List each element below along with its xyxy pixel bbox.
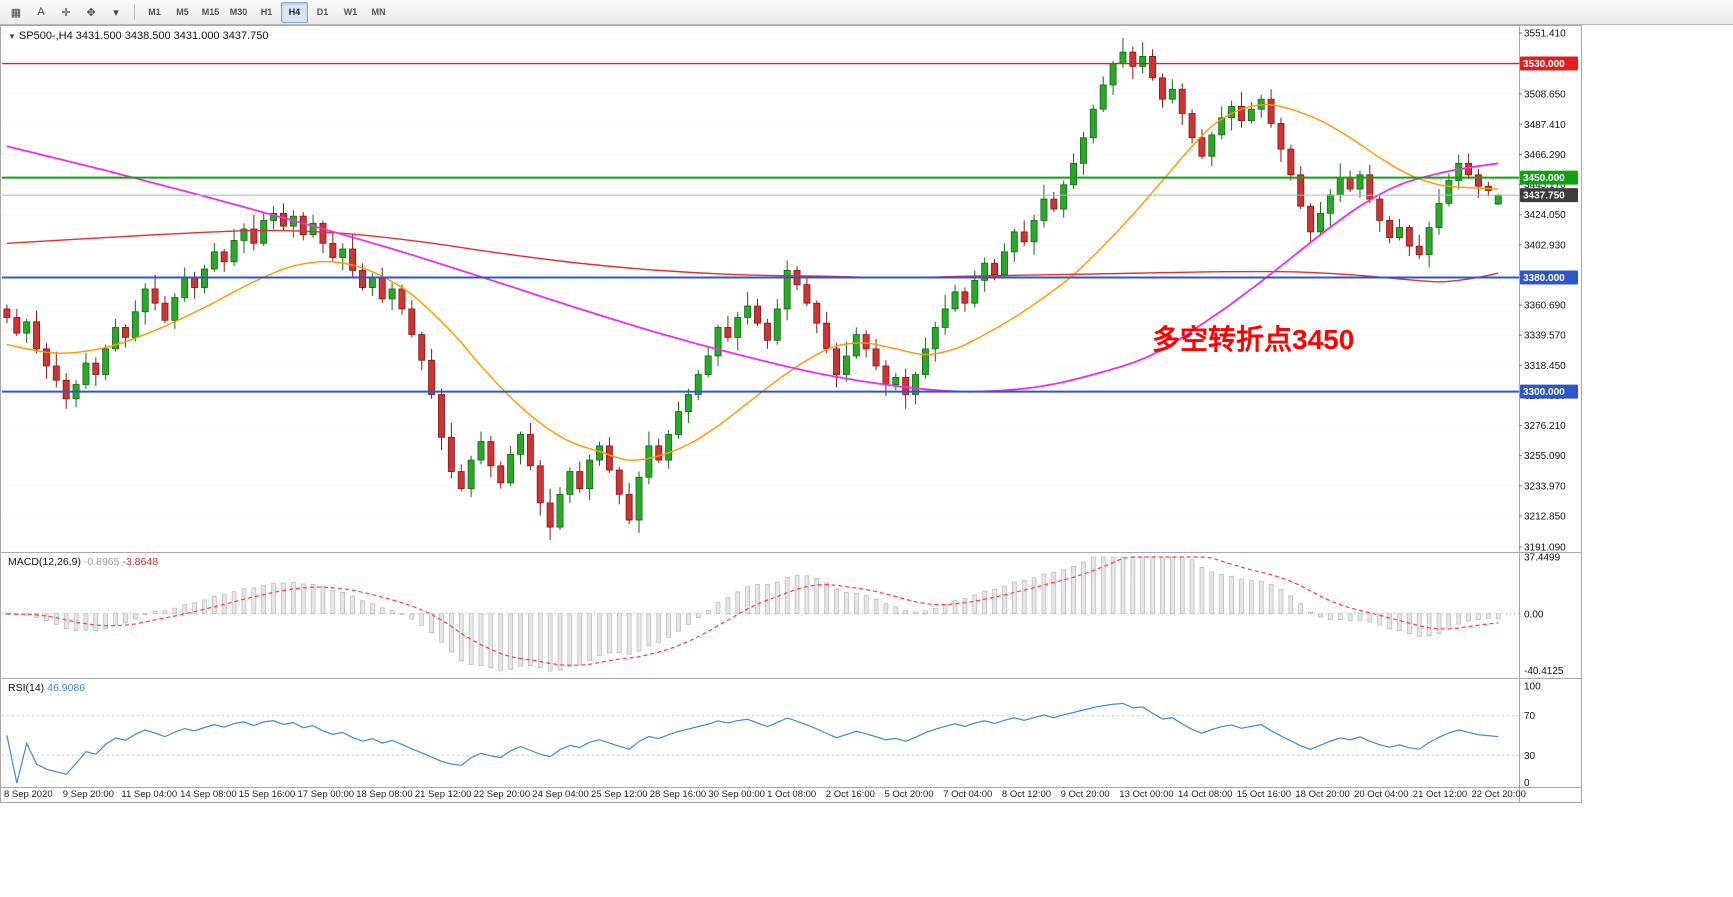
rsi-scale-label: 70 — [1524, 711, 1536, 722]
price-tick-label: 3255.090 — [1524, 451, 1566, 462]
price-tick-label: 3360.690 — [1524, 301, 1566, 312]
crosshair-icon[interactable]: ✛ — [61, 6, 71, 19]
price-marker-label: 3380.000 — [1523, 273, 1565, 284]
timeframe-button-h4[interactable]: H4 — [281, 1, 308, 23]
timeframe-button-m15[interactable]: M15 — [201, 7, 220, 17]
price-marker-3437.750 — [1520, 188, 1578, 203]
price-tick-label: 3276.210 — [1524, 421, 1566, 432]
date-label: 14 Sep 08:00 — [180, 789, 237, 800]
timeframe-button-m30[interactable]: M30 — [229, 7, 248, 17]
rsi-value: 46.9086 — [47, 682, 86, 694]
macd-histogram — [4, 556, 1501, 672]
date-label: 8 Sep 2020 — [4, 789, 53, 800]
timeframe-button-m1[interactable]: M1 — [148, 7, 161, 17]
ma-slow-magenta — [6, 145, 1499, 393]
timeframe-button-d1[interactable]: D1 — [316, 7, 329, 17]
time-axis: 8 Sep 2020 9 Sep 20:00 11 Sep 04:00 14 Sep … — [4, 789, 1526, 800]
collapse-chart-icon[interactable]: ▼ — [8, 32, 16, 41]
date-label: 15 Sep 16:00 — [239, 789, 296, 800]
price-marker-label: 3530.000 — [1523, 59, 1565, 70]
price-tick-label: 3233.970 — [1524, 481, 1566, 492]
ohlc-values: 3431.500 3438.500 3431.000 3437.750 — [75, 30, 269, 42]
date-label: 7 Oct 04:00 — [943, 789, 992, 800]
price-tick-label: 3339.570 — [1524, 331, 1566, 342]
date-label: 15 Oct 16:00 — [1237, 789, 1291, 800]
price-tick-label: 3318.450 — [1524, 361, 1566, 372]
toolbar-icons: ▦ A ✛ ✥ ▾ — [4, 2, 128, 23]
annotation-text: 多空转折点3450 — [1152, 324, 1355, 355]
dropdown-icon[interactable]: ▾ — [113, 6, 119, 19]
date-label: 8 Oct 12:00 — [1002, 789, 1051, 800]
rsi-label-line: RSI(14) 46.9086 — [8, 682, 85, 694]
date-label: 18 Oct 20:00 — [1295, 789, 1349, 800]
price-marker-3300.000 — [1520, 384, 1578, 399]
macd-value: -0.8965 — [83, 556, 120, 568]
timeframe-button-mn[interactable]: MN — [371, 7, 386, 17]
price-tick-label: 3508.650 — [1524, 89, 1566, 100]
date-label: 5 Oct 20:00 — [885, 789, 934, 800]
annotate-text-icon[interactable]: A — [37, 6, 45, 18]
price-tick-label: 3551.410 — [1524, 29, 1566, 40]
rsi-line — [6, 702, 1499, 784]
toolbar-separator — [134, 4, 135, 20]
price-tick-label: 3487.410 — [1524, 120, 1566, 131]
symbol-title: SP500-,H4 — [18, 30, 73, 42]
timeframe-button-h1[interactable]: H1 — [260, 7, 273, 17]
date-label: 2 Oct 16:00 — [826, 789, 875, 800]
rsi-scale-label: 0 — [1524, 778, 1530, 789]
price-marker-label: 3450.000 — [1523, 173, 1565, 184]
timeframe-button-w1[interactable]: W1 — [343, 7, 358, 17]
date-label: 1 Oct 08:00 — [767, 789, 816, 800]
macd-label-line: MACD(12,26,9) -0.8965 -3.8648 — [8, 556, 158, 568]
date-label: 25 Sep 12:00 — [591, 789, 648, 800]
price-marker-label: 3300.000 — [1523, 387, 1565, 398]
price-tick-label: 3402.930 — [1524, 240, 1566, 251]
date-label: 9 Sep 20:00 — [63, 789, 114, 800]
price-tick-label: 3445.170 — [1524, 180, 1566, 191]
macd-signal-line — [6, 556, 1499, 666]
date-label: 22 Sep 20:00 — [474, 789, 531, 800]
rsi-label: RSI(14) — [8, 682, 45, 694]
macd-label: MACD(12,26,9) — [8, 556, 81, 568]
date-label: 28 Sep 16:00 — [650, 789, 707, 800]
ma-fast-orange — [6, 104, 1499, 461]
macd-signal-value: -3.8648 — [122, 556, 159, 568]
ma-mid-red — [6, 229, 1499, 283]
macd-scale-label: -40.4125 — [1524, 666, 1564, 677]
price-tick-label: 3466.290 — [1524, 150, 1566, 161]
rsi-scale-label: 100 — [1524, 682, 1541, 693]
price-tick-label: 3212.850 — [1524, 511, 1566, 522]
draw-tools-icon[interactable]: ✥ — [86, 6, 96, 19]
macd-scale-label: 37.4499 — [1524, 553, 1561, 564]
rsi-scale-label: 30 — [1524, 751, 1536, 762]
date-label: 20 Oct 04:00 — [1354, 789, 1408, 800]
symbol-ohlc-line: ▼ SP500-,H4 3431.500 3438.500 3431.000 34… — [8, 30, 269, 42]
date-label: 9 Oct 20:00 — [1061, 789, 1110, 800]
price-marker-3450.000 — [1520, 170, 1578, 185]
price-marker-3380.000 — [1520, 270, 1578, 285]
timeframe-toolbar: M1 M5 M15 M30 H1 H4 D1 W1 MN — [141, 1, 392, 23]
date-label: 14 Oct 08:00 — [1178, 789, 1232, 800]
toolbar: ▦ A ✛ ✥ ▾ M1 M5 M15 M30 H1 H4 D1 W1 MN — [0, 0, 1733, 25]
date-label: 22 Oct 20:00 — [1472, 789, 1526, 800]
macd-scale-label: 0.00 — [1524, 609, 1544, 620]
date-label: 30 Sep 00:00 — [708, 789, 765, 800]
price-tick-label: 3191.090 — [1524, 543, 1566, 554]
date-label: 24 Sep 04:00 — [532, 789, 589, 800]
date-label: 17 Sep 00:00 — [298, 789, 355, 800]
date-label: 11 Sep 04:00 — [121, 789, 177, 800]
date-label: 21 Sep 12:00 — [415, 789, 472, 800]
date-label: 21 Oct 12:00 — [1413, 789, 1467, 800]
price-marker-3530.000 — [1520, 56, 1578, 71]
timeframe-button-m5[interactable]: M5 — [176, 7, 189, 17]
price-tick-label: 3424.050 — [1524, 210, 1566, 221]
price-marker-label: 3437.750 — [1523, 191, 1565, 202]
date-label: 18 Sep 08:00 — [356, 789, 413, 800]
chart-window-frame — [0, 25, 1582, 803]
charts-grid-icon[interactable]: ▦ — [10, 6, 22, 19]
date-label: 13 Oct 00:00 — [1119, 789, 1173, 800]
